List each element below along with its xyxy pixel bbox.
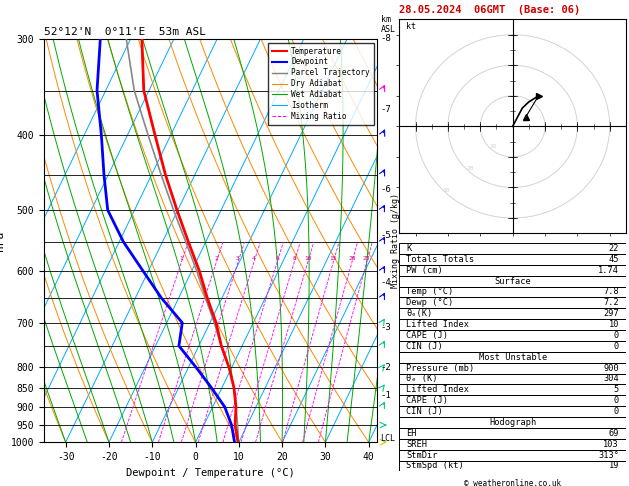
- Text: -6: -6: [381, 185, 391, 194]
- Text: 10: 10: [304, 256, 311, 260]
- Text: 0: 0: [614, 331, 619, 340]
- Bar: [399, 319, 626, 330]
- Text: 304: 304: [603, 375, 619, 383]
- Y-axis label: hPa: hPa: [0, 230, 5, 251]
- Text: StmDir: StmDir: [406, 451, 438, 460]
- Text: EH: EH: [406, 429, 416, 438]
- Text: SREH: SREH: [406, 440, 427, 449]
- Bar: [399, 428, 626, 439]
- Bar: [399, 384, 626, 395]
- Bar: [399, 363, 626, 374]
- Text: θₑ (K): θₑ (K): [406, 375, 438, 383]
- Bar: [399, 276, 626, 287]
- Bar: [399, 406, 626, 417]
- Text: 900: 900: [603, 364, 619, 373]
- Text: StmSpd (kt): StmSpd (kt): [406, 462, 464, 470]
- Text: 7.8: 7.8: [603, 287, 619, 296]
- Text: 313°: 313°: [598, 451, 619, 460]
- Text: 0: 0: [614, 407, 619, 416]
- Text: -1: -1: [381, 391, 391, 400]
- Text: kt: kt: [406, 21, 416, 31]
- Text: 1: 1: [179, 256, 183, 260]
- Bar: [399, 265, 626, 276]
- Bar: [399, 374, 626, 384]
- Bar: [399, 352, 626, 363]
- Bar: [399, 297, 626, 308]
- Text: 5: 5: [614, 385, 619, 394]
- Text: Dewp (°C): Dewp (°C): [406, 298, 454, 307]
- Text: PW (cm): PW (cm): [406, 266, 443, 275]
- Text: Hodograph: Hodograph: [489, 418, 537, 427]
- Text: Mixing Ratio (g/kg): Mixing Ratio (g/kg): [391, 193, 399, 288]
- Bar: [399, 330, 626, 341]
- Text: Pressure (mb): Pressure (mb): [406, 364, 474, 373]
- Text: Most Unstable: Most Unstable: [479, 353, 547, 362]
- Bar: [399, 461, 626, 471]
- Text: 103: 103: [603, 440, 619, 449]
- Bar: [399, 254, 626, 265]
- Bar: [399, 450, 626, 461]
- Text: Lifted Index: Lifted Index: [406, 320, 469, 329]
- Text: -7: -7: [381, 104, 391, 114]
- Text: -2: -2: [381, 363, 391, 372]
- Text: Totals Totals: Totals Totals: [406, 255, 474, 264]
- Text: 19: 19: [609, 462, 619, 470]
- Text: 20: 20: [348, 256, 355, 260]
- Text: θₑ(K): θₑ(K): [406, 309, 433, 318]
- Text: 15: 15: [330, 256, 337, 260]
- Text: -8: -8: [381, 35, 391, 43]
- Text: Temp (°C): Temp (°C): [406, 287, 454, 296]
- Text: 25: 25: [363, 256, 370, 260]
- Text: 20: 20: [466, 166, 474, 172]
- Legend: Temperature, Dewpoint, Parcel Trajectory, Dry Adiabat, Wet Adiabat, Isotherm, Mi: Temperature, Dewpoint, Parcel Trajectory…: [268, 43, 374, 125]
- Text: 22: 22: [609, 244, 619, 253]
- Text: © weatheronline.co.uk: © weatheronline.co.uk: [464, 479, 561, 486]
- Text: 69: 69: [609, 429, 619, 438]
- Text: 0: 0: [614, 396, 619, 405]
- Text: 4: 4: [252, 256, 255, 260]
- Text: CAPE (J): CAPE (J): [406, 396, 448, 405]
- Text: 7.2: 7.2: [603, 298, 619, 307]
- Text: 0: 0: [614, 342, 619, 351]
- Text: -3: -3: [381, 323, 391, 332]
- Text: 3: 3: [236, 256, 240, 260]
- Text: 8: 8: [292, 256, 296, 260]
- Text: 10: 10: [609, 320, 619, 329]
- Text: Lifted Index: Lifted Index: [406, 385, 469, 394]
- Text: 297: 297: [603, 309, 619, 318]
- Text: CIN (J): CIN (J): [406, 407, 443, 416]
- Bar: [399, 287, 626, 297]
- Text: CIN (J): CIN (J): [406, 342, 443, 351]
- Text: 28.05.2024  06GMT  (Base: 06): 28.05.2024 06GMT (Base: 06): [399, 4, 581, 15]
- Bar: [399, 417, 626, 428]
- Text: -5: -5: [381, 231, 391, 240]
- Text: 6: 6: [275, 256, 279, 260]
- Text: 2: 2: [214, 256, 218, 260]
- Text: -4: -4: [381, 278, 391, 287]
- Text: 1.74: 1.74: [598, 266, 619, 275]
- Bar: [399, 308, 626, 319]
- Text: LCL: LCL: [381, 434, 396, 443]
- Text: K: K: [406, 244, 411, 253]
- Bar: [399, 439, 626, 450]
- Text: km
ASL: km ASL: [381, 15, 396, 34]
- Text: 52°12'N  0°11'E  53m ASL: 52°12'N 0°11'E 53m ASL: [44, 27, 206, 37]
- Bar: [399, 395, 626, 406]
- Bar: [399, 243, 626, 254]
- Text: CAPE (J): CAPE (J): [406, 331, 448, 340]
- Text: 10: 10: [489, 144, 497, 149]
- X-axis label: Dewpoint / Temperature (°C): Dewpoint / Temperature (°C): [126, 468, 295, 478]
- Bar: [399, 341, 626, 352]
- Text: 30: 30: [443, 189, 450, 193]
- Text: 45: 45: [609, 255, 619, 264]
- Text: Surface: Surface: [494, 277, 531, 286]
